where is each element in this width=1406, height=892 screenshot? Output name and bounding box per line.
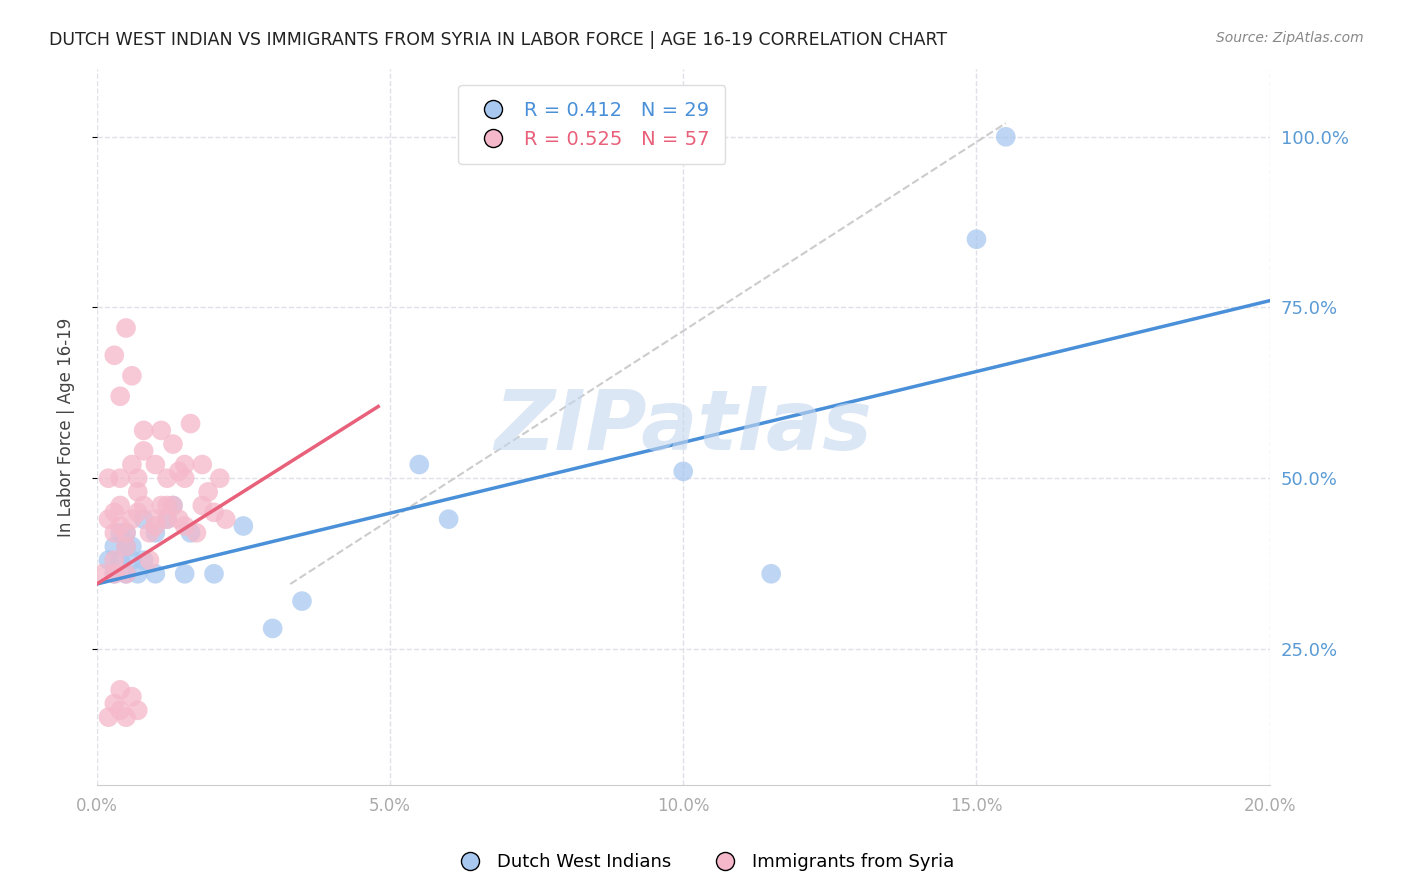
Point [115,540,138,554]
Point [138,525,160,540]
Point [108,525,131,540]
Point [103,525,125,540]
Point [173,458,195,472]
Point [132,499,155,513]
Point [127,471,149,485]
Point [127,484,149,499]
Point [156,471,179,485]
Point [150,424,173,438]
Point [186,525,208,540]
Point [115,566,138,581]
Point [97,553,120,567]
Point [108,553,131,567]
Point [108,703,131,717]
Point [173,471,195,485]
Point [143,458,166,472]
Point [143,519,166,533]
Point [197,484,219,499]
Point [291,594,314,608]
Point [262,621,284,635]
Y-axis label: In Labor Force | Age 16-19: In Labor Force | Age 16-19 [58,318,75,537]
Point [132,553,155,567]
Point [143,512,166,526]
Point [121,540,143,554]
Point [115,540,138,554]
Point [103,553,125,567]
Point [437,512,460,526]
Point [202,566,225,581]
Point [103,566,125,581]
Point [127,505,149,519]
Point [162,437,184,451]
Point [121,553,143,567]
Point [127,703,149,717]
Point [156,512,179,526]
Point [672,464,695,478]
Point [965,232,987,246]
Point [97,471,120,485]
Point [132,512,155,526]
Legend: R = 0.412   N = 29, R = 0.525   N = 57: R = 0.412 N = 29, R = 0.525 N = 57 [458,86,725,164]
Point [156,499,179,513]
Point [121,512,143,526]
Point [150,499,173,513]
Point [202,505,225,519]
Point [215,512,238,526]
Point [115,710,138,724]
Point [143,525,166,540]
Point [108,389,131,403]
Point [759,566,782,581]
Point [115,321,138,335]
Point [408,458,430,472]
Text: DUTCH WEST INDIAN VS IMMIGRANTS FROM SYRIA IN LABOR FORCE | AGE 16-19 CORRELATIO: DUTCH WEST INDIAN VS IMMIGRANTS FROM SYR… [49,31,948,49]
Point [167,512,190,526]
Point [103,566,125,581]
Point [173,519,195,533]
Point [97,710,120,724]
Point [232,519,254,533]
Point [108,471,131,485]
Point [108,519,131,533]
Point [121,368,143,383]
Point [97,512,120,526]
Point [127,566,149,581]
Point [103,348,125,362]
Point [173,566,195,581]
Point [108,682,131,697]
Point [115,566,138,581]
Point [208,471,231,485]
Point [156,512,179,526]
Point [162,499,184,513]
Point [103,505,125,519]
Point [180,417,202,431]
Point [91,566,114,581]
Point [138,553,160,567]
Point [143,566,166,581]
Point [162,499,184,513]
Legend: Dutch West Indians, Immigrants from Syria: Dutch West Indians, Immigrants from Syri… [444,847,962,879]
Point [121,690,143,704]
Point [115,525,138,540]
Point [132,443,155,458]
Point [108,499,131,513]
Point [103,540,125,554]
Point [121,458,143,472]
Text: ZIPatlas: ZIPatlas [495,386,872,467]
Text: Source: ZipAtlas.com: Source: ZipAtlas.com [1216,31,1364,45]
Point [103,697,125,711]
Point [994,129,1017,144]
Point [167,464,190,478]
Point [191,499,214,513]
Point [132,424,155,438]
Point [180,525,202,540]
Point [115,525,138,540]
Point [191,458,214,472]
